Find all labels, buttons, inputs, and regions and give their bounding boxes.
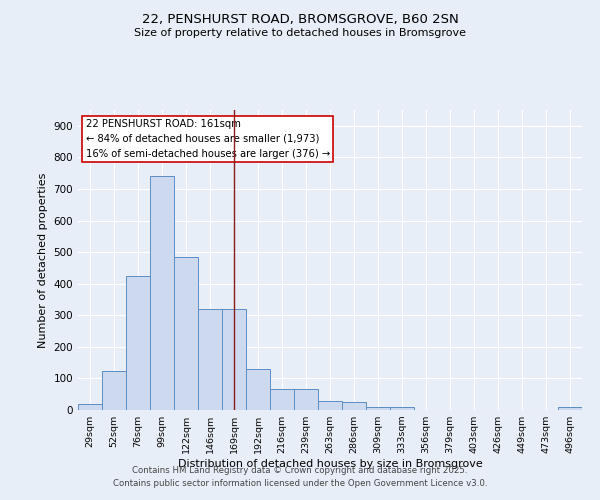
Bar bbox=[342, 402, 366, 410]
Y-axis label: Number of detached properties: Number of detached properties bbox=[38, 172, 48, 348]
Bar bbox=[150, 176, 174, 410]
Bar bbox=[294, 390, 318, 410]
Bar bbox=[222, 309, 246, 410]
Bar bbox=[78, 404, 102, 410]
Text: 22, PENSHURST ROAD, BROMSGROVE, B60 2SN: 22, PENSHURST ROAD, BROMSGROVE, B60 2SN bbox=[142, 12, 458, 26]
Bar bbox=[246, 369, 270, 410]
Bar bbox=[270, 390, 294, 410]
Bar bbox=[102, 370, 126, 410]
Bar bbox=[366, 407, 390, 410]
Bar bbox=[198, 309, 222, 410]
Bar bbox=[126, 276, 150, 410]
Bar bbox=[390, 408, 414, 410]
Text: Contains HM Land Registry data © Crown copyright and database right 2025.
Contai: Contains HM Land Registry data © Crown c… bbox=[113, 466, 487, 487]
Text: Size of property relative to detached houses in Bromsgrove: Size of property relative to detached ho… bbox=[134, 28, 466, 38]
Bar bbox=[558, 408, 582, 410]
Bar bbox=[174, 257, 198, 410]
X-axis label: Distribution of detached houses by size in Bromsgrove: Distribution of detached houses by size … bbox=[178, 459, 482, 469]
Bar bbox=[318, 400, 342, 410]
Text: 22 PENSHURST ROAD: 161sqm
← 84% of detached houses are smaller (1,973)
16% of se: 22 PENSHURST ROAD: 161sqm ← 84% of detac… bbox=[86, 119, 330, 158]
